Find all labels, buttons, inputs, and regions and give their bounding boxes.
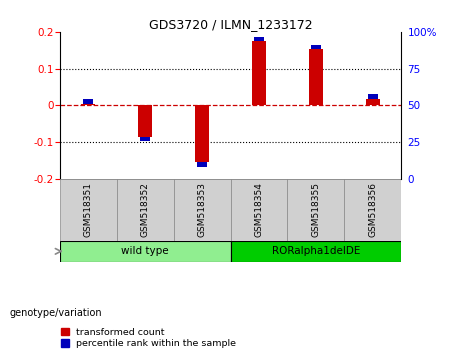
FancyBboxPatch shape [60, 241, 230, 262]
Bar [197, 162, 207, 167]
FancyBboxPatch shape [287, 179, 344, 241]
Text: GSM518351: GSM518351 [84, 182, 93, 237]
FancyBboxPatch shape [230, 179, 287, 241]
Text: GSM518352: GSM518352 [141, 182, 150, 237]
FancyBboxPatch shape [230, 241, 401, 262]
FancyBboxPatch shape [174, 179, 230, 241]
Text: GSM518353: GSM518353 [198, 182, 207, 237]
Bar [309, 50, 323, 105]
Legend: transformed count, percentile rank within the sample: transformed count, percentile rank withi… [60, 327, 237, 349]
Text: GSM518356: GSM518356 [368, 182, 377, 237]
FancyBboxPatch shape [117, 179, 174, 241]
Text: RORalpha1delDE: RORalpha1delDE [272, 246, 360, 256]
Bar [140, 137, 150, 141]
FancyBboxPatch shape [344, 179, 401, 241]
Bar [195, 105, 209, 162]
Bar [254, 36, 264, 41]
Bar [252, 41, 266, 105]
Bar [83, 99, 94, 103]
Bar [367, 94, 378, 99]
Text: GSM518355: GSM518355 [311, 182, 320, 237]
FancyBboxPatch shape [60, 179, 117, 241]
Title: GDS3720 / ILMN_1233172: GDS3720 / ILMN_1233172 [149, 18, 312, 31]
Bar [311, 45, 321, 50]
Text: genotype/variation: genotype/variation [9, 308, 102, 318]
Bar [81, 103, 95, 105]
Text: GSM518354: GSM518354 [254, 182, 263, 237]
Bar [138, 105, 152, 137]
Bar [366, 99, 380, 105]
Text: wild type: wild type [121, 246, 169, 256]
